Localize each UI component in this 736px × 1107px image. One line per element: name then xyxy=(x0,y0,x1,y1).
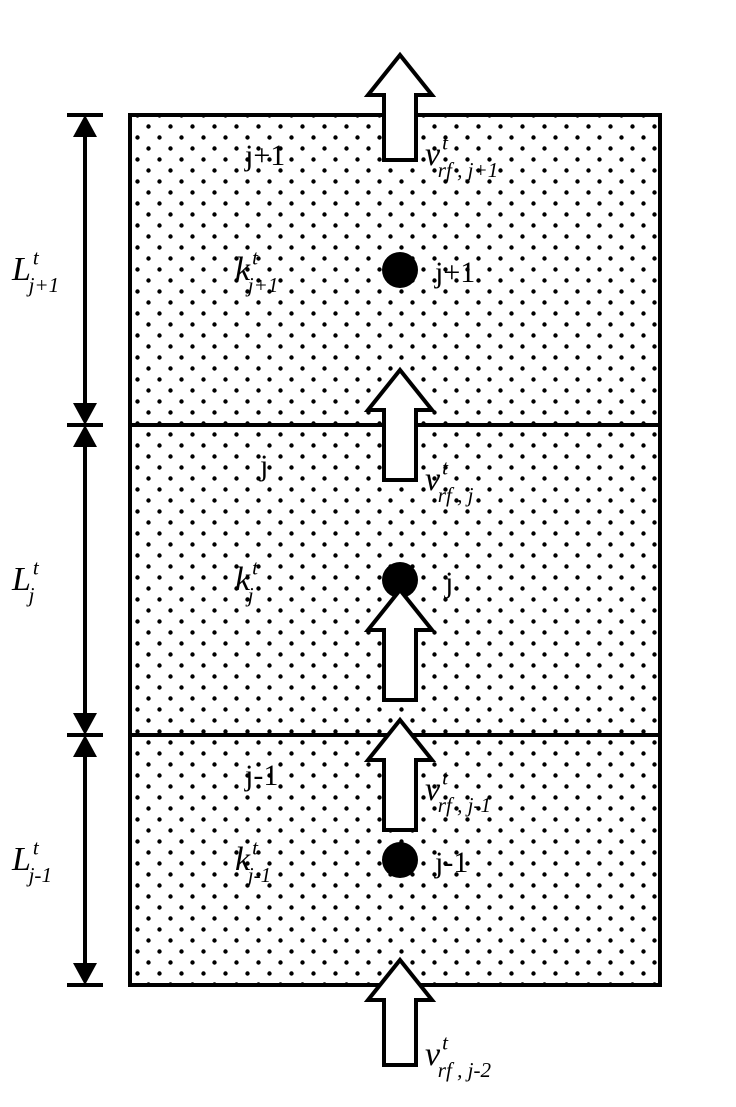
dim-head-bot-Lj xyxy=(73,713,97,735)
dim-head-bot-Ljp1 xyxy=(73,403,97,425)
dim-head-top-Ljp1 xyxy=(73,115,97,137)
dim-head-bot-Ljm1 xyxy=(73,963,97,985)
label-cellidx-ti_jp1: j+1 xyxy=(244,139,285,172)
label-L-L_j: Ltj xyxy=(11,556,40,607)
dim-head-top-Ljm1 xyxy=(73,735,97,757)
node-dot-jp1 xyxy=(382,252,418,288)
label-dotidx-di_jm1: j-1 xyxy=(434,846,468,879)
label-v-v_jm2: vtrf , j-2 xyxy=(425,1031,491,1082)
label-dotidx-di_j: j xyxy=(444,566,453,599)
label-L-L_jp1: Ltj+1 xyxy=(11,246,59,297)
label-cellidx-ti_jm1: j-1 xyxy=(244,759,278,792)
label-dotidx-di_jp1: j+1 xyxy=(434,256,475,289)
node-dot-jm1 xyxy=(382,842,418,878)
dim-head-top-Lj xyxy=(73,425,97,447)
label-cellidx-ti_j: j xyxy=(259,449,268,482)
label-L-L_jm1: Ltj-1 xyxy=(11,836,52,887)
